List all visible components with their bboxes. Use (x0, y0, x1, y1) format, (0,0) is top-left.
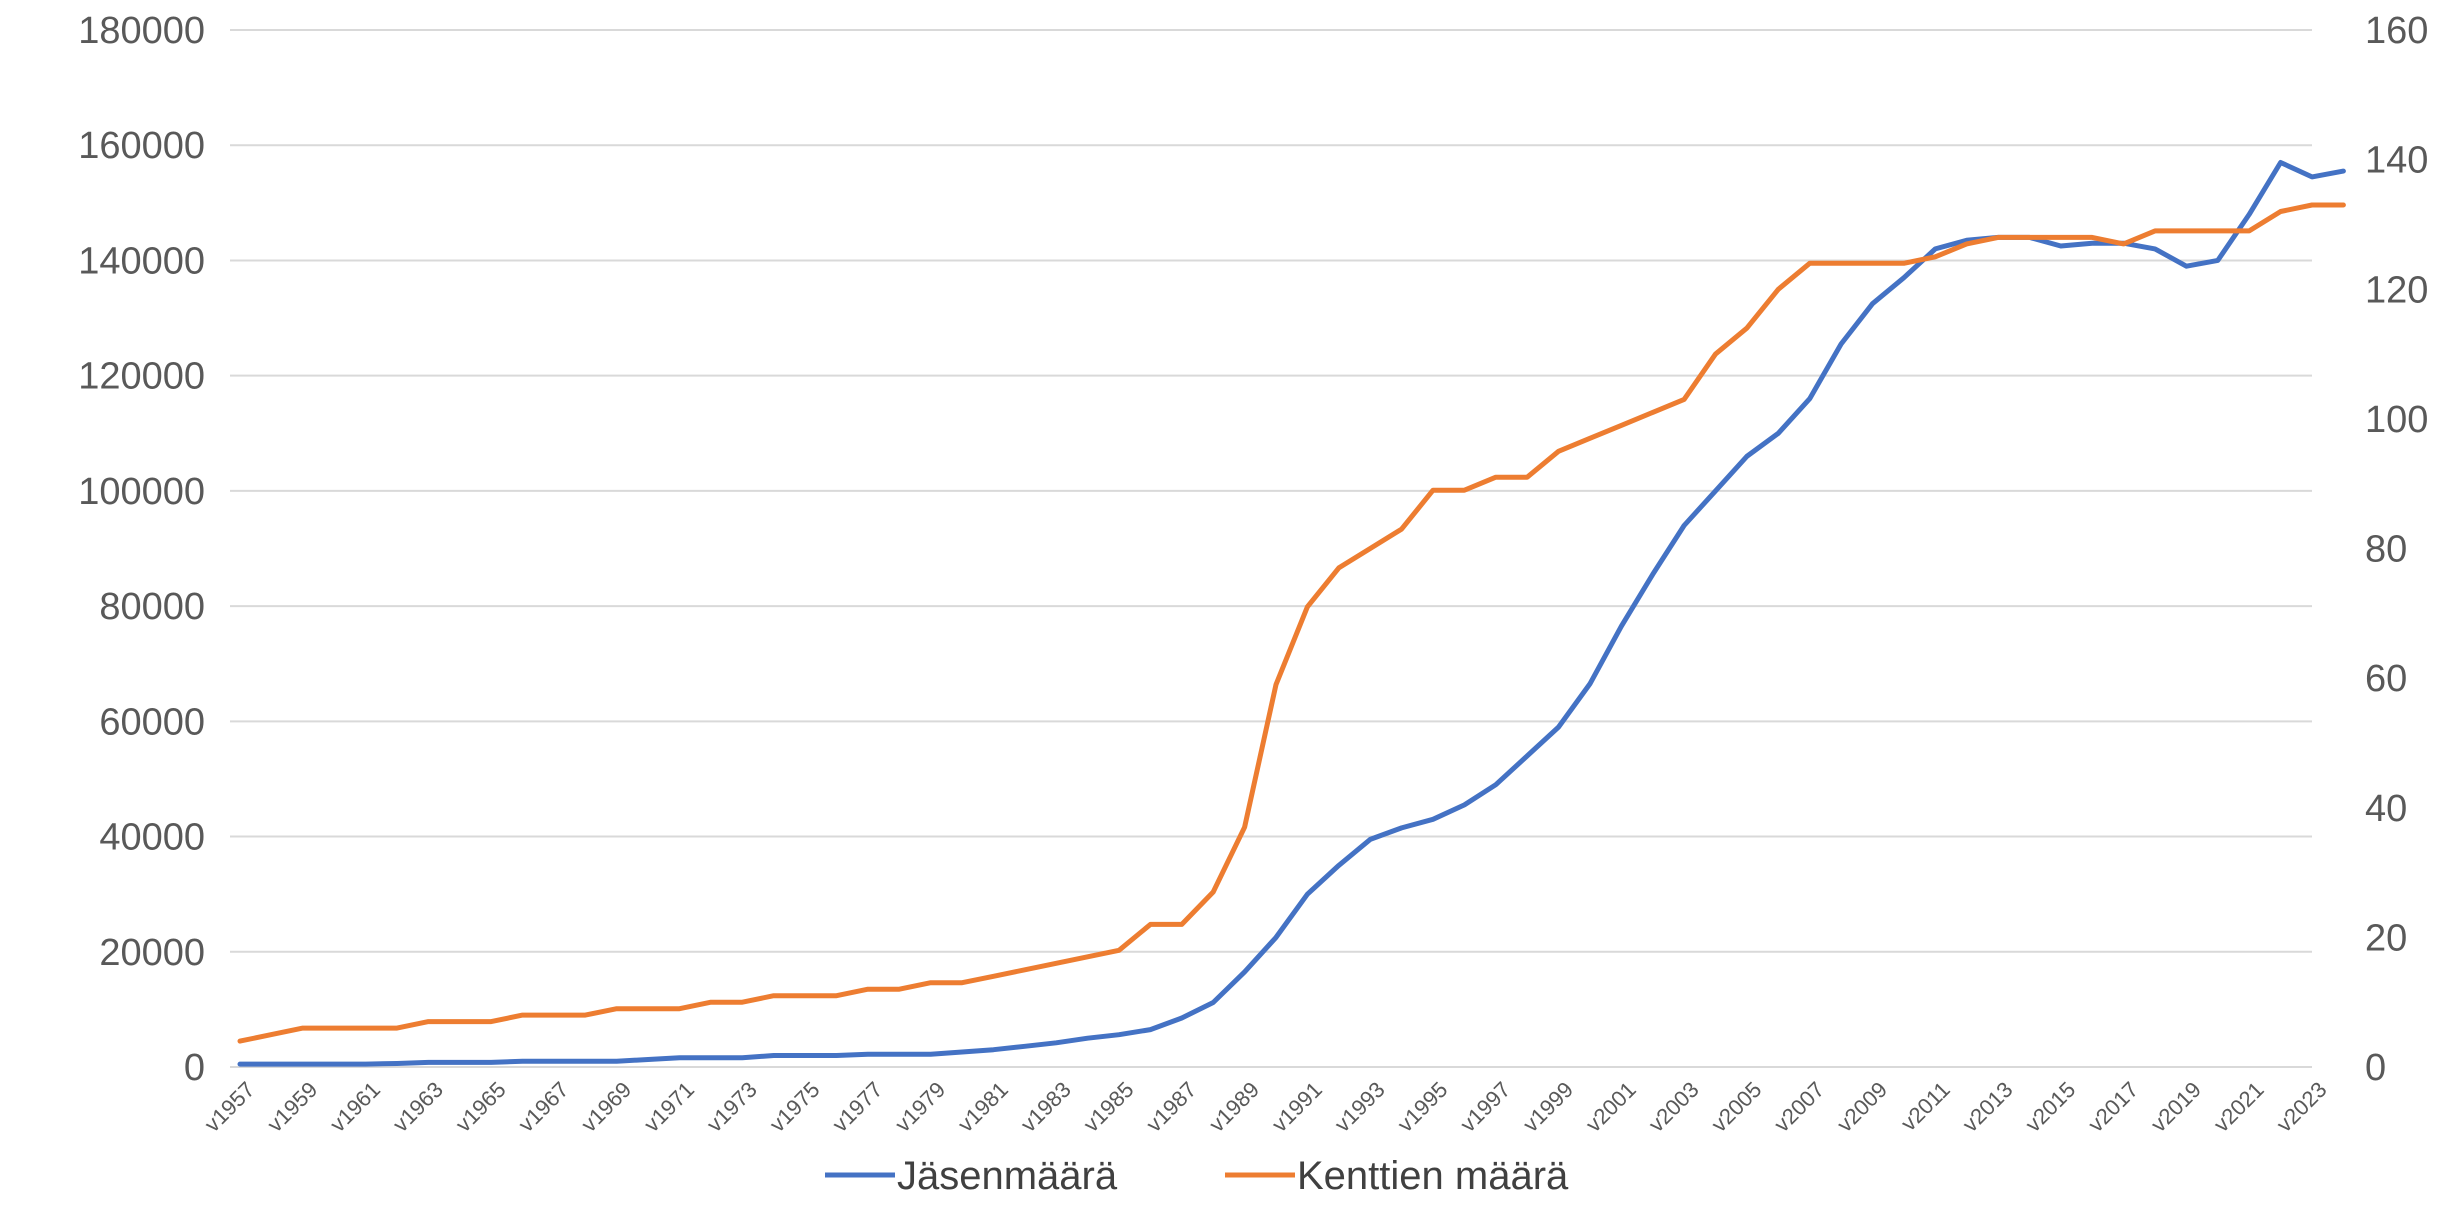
left-axis-tick-label: 80000 (99, 586, 205, 628)
right-axis-tick-label: 140 (2365, 140, 2428, 182)
x-axis-tick-label: v1977 (827, 1077, 887, 1137)
x-axis-tick-label: v1989 (1204, 1077, 1264, 1137)
x-axis-tick-label: v1997 (1455, 1077, 1515, 1137)
x-axis-tick-label: v2017 (2083, 1077, 2143, 1137)
x-axis-tick-label: v1999 (1518, 1077, 1578, 1137)
x-axis-tick-label: v2003 (1644, 1077, 1704, 1137)
x-axis-tick-label: v1985 (1078, 1077, 1138, 1137)
x-axis-tick-label: v2023 (2271, 1077, 2331, 1137)
x-axis-tick-label: v1975 (765, 1077, 825, 1137)
left-axis-tick-label: 160000 (78, 125, 205, 167)
right-y-axis: 0 20 40 60 80 100 120 140 160 (2365, 10, 2428, 1089)
x-axis-tick-label: v1969 (576, 1077, 636, 1137)
left-axis-tick-label: 140000 (78, 240, 205, 282)
legend: Jäsenmäärä Kenttien määrä (825, 1154, 1569, 1198)
x-axis-tick-label: v1961 (325, 1077, 385, 1137)
right-axis-tick-label: 100 (2365, 399, 2428, 441)
x-axis-tick-label: v2009 (1832, 1077, 1892, 1137)
x-axis-tick-label: v1983 (1016, 1077, 1076, 1137)
x-axis-tick-label: v2005 (1706, 1077, 1766, 1137)
x-axis-tick-label: v1963 (388, 1077, 448, 1137)
series-line-jasenmaara (240, 163, 2343, 1065)
x-axis-tick-label: v2007 (1769, 1077, 1829, 1137)
x-axis-tick-label: v2001 (1581, 1077, 1641, 1137)
left-axis-tick-label: 20000 (99, 932, 205, 974)
x-axis-tick-label: v1957 (199, 1077, 259, 1137)
right-axis-tick-label: 120 (2365, 269, 2428, 311)
right-axis-tick-label: 160 (2365, 10, 2428, 52)
x-axis-tick-label: v2015 (2020, 1077, 2080, 1137)
x-axis-tick-label: v1991 (1267, 1077, 1327, 1137)
x-axis-tick-label: v2011 (1896, 1077, 1955, 1136)
legend-label: Kenttien määrä (1297, 1154, 1569, 1198)
gridlines (230, 30, 2312, 1067)
x-axis-tick-label: v2021 (2209, 1077, 2269, 1137)
right-axis-tick-label: 20 (2365, 917, 2407, 959)
legend-label: Jäsenmäärä (897, 1154, 1118, 1198)
left-axis-tick-label: 120000 (78, 356, 205, 398)
left-axis-tick-label: 100000 (78, 471, 205, 513)
right-axis-tick-label: 60 (2365, 658, 2407, 700)
left-axis-tick-label: 40000 (99, 817, 205, 859)
x-axis-tick-label: v1971 (639, 1077, 699, 1137)
x-axis-tick-label: v1979 (890, 1077, 950, 1137)
x-axis-tick-label: v2013 (1958, 1077, 2018, 1137)
left-axis-tick-label: 0 (184, 1047, 205, 1089)
left-axis-tick-label: 60000 (99, 701, 205, 743)
x-axis-tick-label: v1993 (1330, 1077, 1390, 1137)
x-axis-tick-label: v1959 (262, 1077, 322, 1137)
x-axis-tick-label: v1995 (1392, 1077, 1452, 1137)
x-axis-tick-label: v1987 (1141, 1077, 1201, 1137)
x-axis-tick-label: v1965 (451, 1077, 511, 1137)
x-axis-tick-label: v2019 (2146, 1077, 2206, 1137)
right-axis-tick-label: 0 (2365, 1047, 2386, 1089)
right-axis-tick-label: 40 (2365, 788, 2407, 830)
series-lines (240, 162, 2344, 1064)
left-axis-tick-label: 180000 (78, 10, 205, 52)
x-axis-tick-label: v1967 (513, 1077, 573, 1137)
x-axis-tick-label: v1973 (702, 1077, 762, 1137)
right-axis-tick-label: 80 (2365, 529, 2407, 571)
left-y-axis: 0 20000 40000 60000 80000 100000 120000 140000 1… (78, 10, 205, 1089)
x-axis-tick-label: v1981 (953, 1077, 1013, 1137)
